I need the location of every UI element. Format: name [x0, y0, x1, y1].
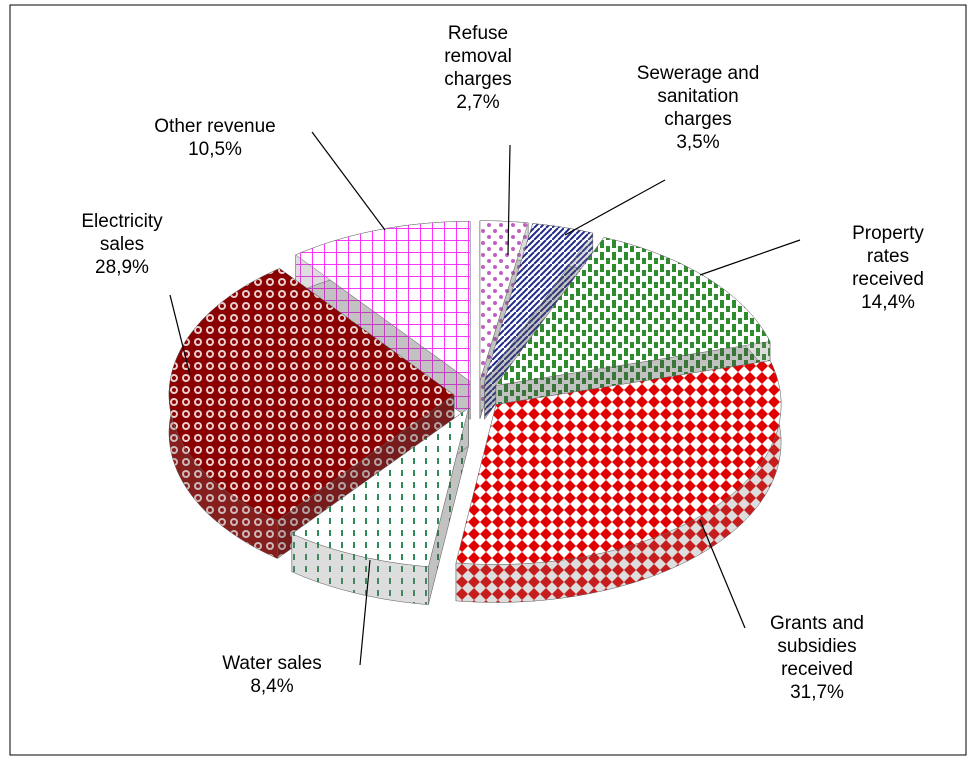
- slice-shade: [428, 408, 469, 605]
- leader-line: [699, 519, 746, 629]
- value-label: 31,7%: [790, 682, 844, 703]
- slice: [455, 360, 782, 565]
- category-label: Grants and subsidies received: [770, 613, 864, 680]
- slice-label: Other revenue 10,5%: [154, 115, 275, 161]
- slice-label: Grants and subsidies received 31,7%: [770, 612, 864, 704]
- slice-shade: [456, 360, 782, 603]
- value-label: 28,9%: [95, 257, 149, 278]
- slice-label: Water sales 8,4%: [222, 652, 322, 698]
- slice-label: Property rates received 14,4%: [844, 222, 932, 314]
- slice-shade: [291, 533, 429, 605]
- slice: [479, 220, 529, 381]
- category-label: Refuse removal charges: [444, 23, 512, 90]
- leader-line: [359, 559, 371, 666]
- slice: [495, 237, 771, 386]
- leader-line: [564, 179, 666, 236]
- value-label: 2,7%: [456, 92, 500, 113]
- slice-label: Refuse removal charges 2,7%: [444, 22, 512, 114]
- slice-label: Electricity sales 28,9%: [81, 210, 162, 279]
- value-label: 10,5%: [188, 139, 242, 160]
- category-label: Other revenue: [154, 116, 276, 137]
- category-label: Property rates received: [852, 223, 924, 290]
- leader-line: [169, 294, 191, 376]
- slice: [295, 221, 471, 382]
- slice-label: Sewerage and sanitation charges 3,5%: [637, 62, 760, 154]
- value-label: 3,5%: [676, 132, 720, 153]
- slice: [291, 407, 469, 567]
- slice: [484, 223, 594, 382]
- category-label: Electricity sales: [81, 211, 163, 255]
- leader-line: [699, 239, 801, 276]
- value-label: 8,4%: [250, 676, 294, 697]
- leader-line: [311, 131, 386, 231]
- category-label: Water sales: [222, 653, 322, 674]
- category-label: Sewerage and sanitation charges: [636, 63, 760, 130]
- chart-frame: [9, 4, 967, 756]
- value-label: 14,4%: [861, 292, 915, 313]
- slice: [168, 268, 455, 521]
- leader-line: [507, 144, 511, 256]
